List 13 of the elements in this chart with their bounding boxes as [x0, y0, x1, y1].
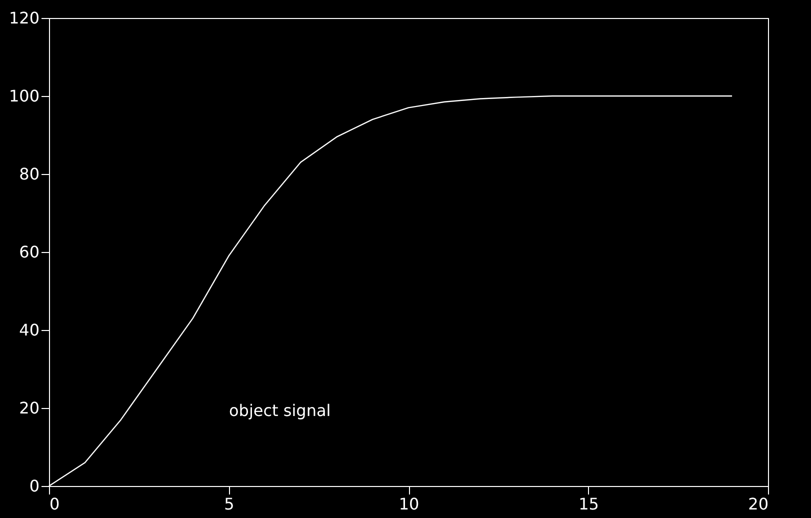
y-tick-label: 40 [19, 320, 40, 340]
y-tick-label: 120 [8, 8, 40, 28]
x-tick-label: 10 [398, 494, 420, 514]
x-tick-label: 15 [578, 494, 599, 514]
y-tick-label: 80 [19, 164, 40, 184]
annotation: object signal [229, 401, 331, 420]
x-tick-label: 0 [50, 494, 60, 514]
y-tick-label: 100 [8, 86, 40, 106]
x-tick-label: 5 [224, 494, 234, 514]
y-tick-label: 0 [29, 476, 40, 496]
x-tick-label: 20 [748, 494, 768, 514]
y-tick-label: 60 [19, 242, 40, 262]
y-tick-label: 20 [19, 398, 40, 418]
